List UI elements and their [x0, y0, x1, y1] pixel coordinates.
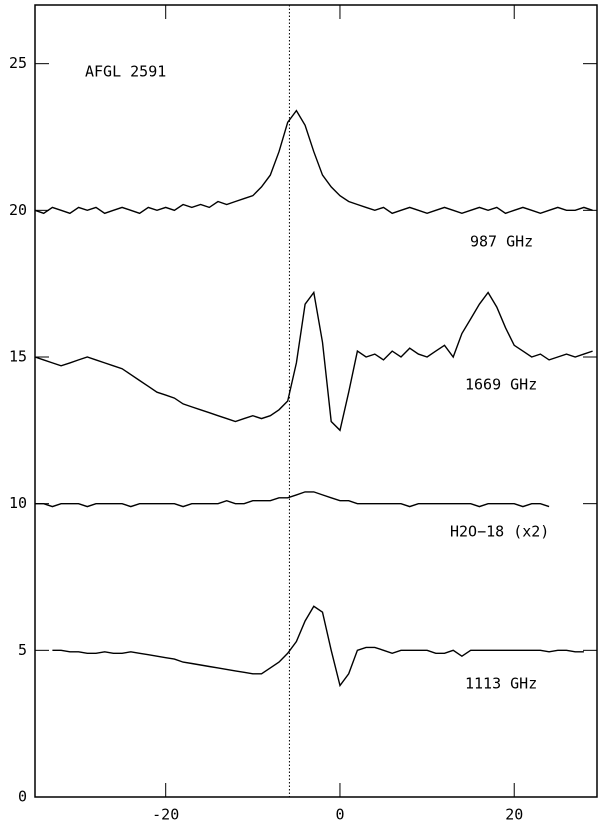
- y-tick-label: 25: [9, 54, 27, 72]
- spectrum-line: [34, 109, 593, 215]
- x-tick-label: 20: [505, 806, 523, 824]
- y-tick-label: 5: [18, 641, 27, 659]
- spectrum-line: [35, 491, 550, 508]
- y-tick-label: 0: [18, 788, 27, 806]
- plot-frame: [34, 4, 598, 798]
- y-tick-label: 20: [9, 201, 27, 219]
- annotation: 987 GHz: [470, 233, 533, 251]
- annotation: 1113 GHz: [465, 675, 537, 693]
- x-tick-label: 0: [335, 806, 344, 824]
- annotation: H2O−18 (x2): [450, 523, 549, 541]
- annotation: AFGL 2591: [85, 63, 166, 81]
- x-tick-label: -20: [152, 806, 179, 824]
- spectrum-line: [34, 290, 593, 432]
- annotation: 1669 GHz: [465, 376, 537, 394]
- y-tick-label: 15: [9, 348, 27, 366]
- y-tick-label: 10: [9, 494, 27, 512]
- spectrum-line: [52, 605, 584, 688]
